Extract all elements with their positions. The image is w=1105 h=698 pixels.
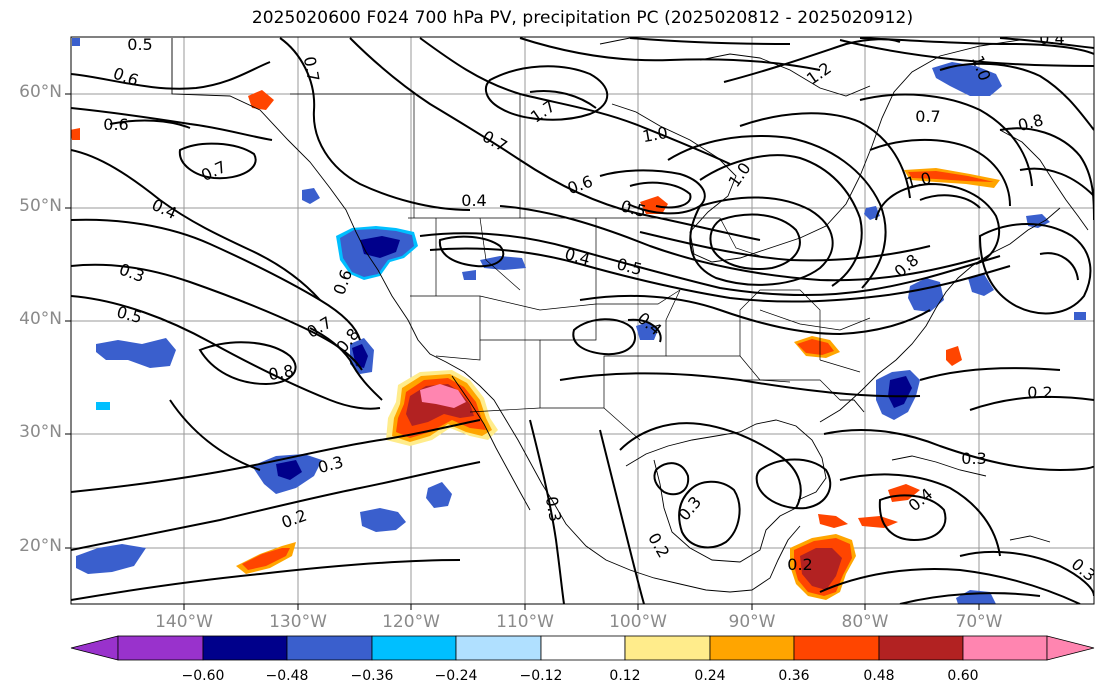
colorbar-swatch <box>962 635 1048 661</box>
lat-label-60n: 60°N <box>19 82 62 102</box>
clabel: 0.3 <box>1068 554 1100 585</box>
clabel: 0.5 <box>127 35 152 54</box>
svg-text:0.5: 0.5 <box>127 35 152 54</box>
political-borders <box>290 93 871 441</box>
lat-label-30n: 30°N <box>19 422 62 442</box>
colorbar-swatch <box>540 635 626 661</box>
colorbar <box>70 635 1095 661</box>
clabel: 0.6 <box>111 64 141 91</box>
clabel: 0.2 <box>787 555 812 574</box>
colorbar-swatch <box>455 635 542 661</box>
clabel: 0.6 <box>103 115 128 134</box>
colorbar-tick-label: −0.36 <box>350 668 394 684</box>
lon-label-140w: 140°W <box>155 612 213 632</box>
clabel: 0.8 <box>267 361 295 384</box>
colorbar-tick-label: 0.24 <box>694 668 726 684</box>
colorbar-max-extend <box>1046 635 1095 661</box>
colorbar-tick-label: −0.24 <box>434 668 478 684</box>
clabel: 0.2 <box>644 529 673 561</box>
coastlines <box>171 37 1089 593</box>
colorbar-tick-label: −0.60 <box>181 668 225 684</box>
clabel: 0.4 <box>563 244 593 269</box>
lat-label-40n: 40°N <box>19 309 62 329</box>
colorbar-swatch <box>793 635 880 661</box>
colorbar-swatch <box>286 635 373 661</box>
clabel: 0.7 <box>915 107 940 126</box>
clabel: 0.3 <box>961 449 986 468</box>
clabel: 1.2 <box>803 58 835 88</box>
clabel: 0.3 <box>316 452 346 477</box>
colorbar-swatch <box>709 635 795 661</box>
lon-label-90w: 90°W <box>728 612 776 632</box>
colorbar-tick-label: 0.48 <box>863 668 895 684</box>
clabel: 0.2 <box>279 506 309 533</box>
colorbar-swatch <box>371 635 457 661</box>
lon-label-80w: 80°W <box>841 612 889 632</box>
colorbar-swatch <box>117 635 204 661</box>
colorbar-tick-label: 0.36 <box>778 668 810 684</box>
colorbar-swatch <box>624 635 711 661</box>
lat-label-20n: 20°N <box>19 536 62 556</box>
lon-label-130w: 130°W <box>269 612 327 632</box>
colorbar-tick-label: −0.48 <box>265 668 309 684</box>
precip-hudson <box>640 196 668 214</box>
clabel: 0.3 <box>117 260 147 287</box>
clabel: 0.2 <box>1027 383 1052 402</box>
clabel: 0.5 <box>115 302 145 327</box>
clabel: 0.7 <box>303 313 335 342</box>
colorbar-tick-label: 0.12 <box>609 668 641 684</box>
clabel: 0.3 <box>542 495 565 523</box>
clabel: 0.7 <box>198 157 229 185</box>
clabel: 0.4 <box>461 191 486 210</box>
lon-label-70w: 70°W <box>955 612 1003 632</box>
tick-marks <box>65 93 980 610</box>
clabel: 0.6 <box>565 172 595 199</box>
colorbar-swatch <box>878 635 964 661</box>
clabel: 0.4 <box>149 195 180 223</box>
clabel: 0.5 <box>619 196 649 221</box>
clabel: 0.4 <box>1039 29 1064 48</box>
colorbar-min-extend <box>70 635 119 661</box>
clabel: 1.0 <box>641 123 669 146</box>
lon-label-100w: 100°W <box>609 612 667 632</box>
lon-label-120w: 120°W <box>382 612 440 632</box>
colorbar-tick-label: 0.60 <box>947 668 979 684</box>
lat-label-50n: 50°N <box>19 196 62 216</box>
clabel: 0.7 <box>300 55 323 83</box>
colorbar-swatch <box>202 635 288 661</box>
colorbar-tick-label: −0.12 <box>519 668 563 684</box>
lon-label-110w: 110°W <box>496 612 554 632</box>
map-title: 2025020600 F024 700 hPa PV, precipitatio… <box>251 8 914 28</box>
